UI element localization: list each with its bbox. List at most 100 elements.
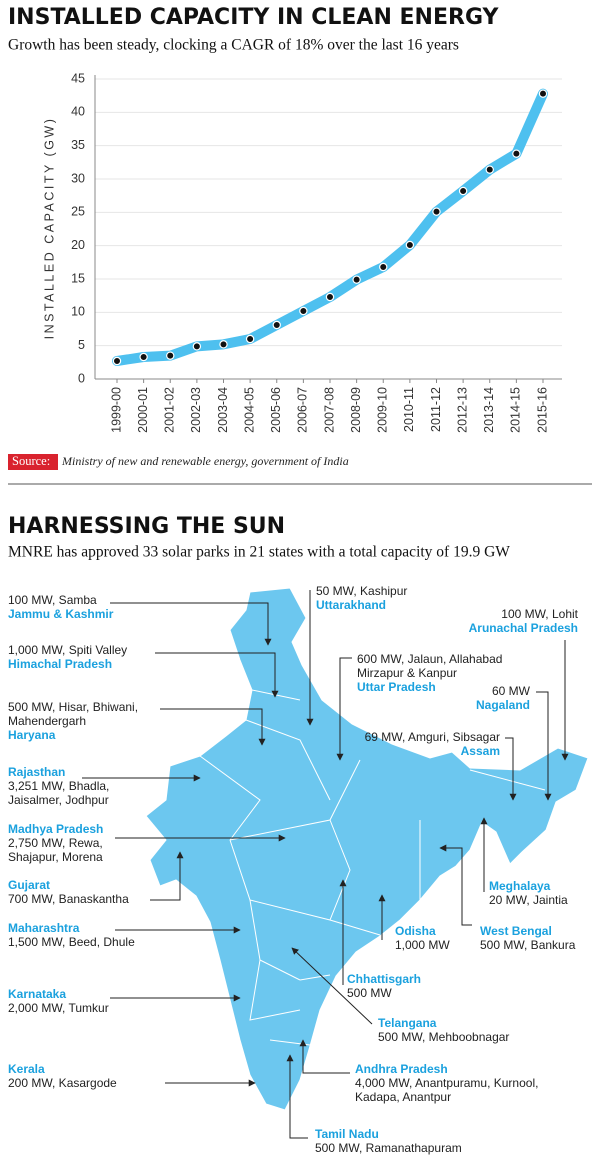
y-tick-label: 15 (71, 271, 85, 285)
y-tick-label: 25 (71, 205, 85, 219)
data-point (245, 334, 255, 344)
park-detail: 500 MW, Hisar, Bhiwani, (8, 700, 138, 714)
y-tick-label: 45 (71, 71, 85, 85)
park-detail: Shajapur, Morena (8, 850, 103, 864)
state-name: Assam (461, 744, 500, 758)
leader-line (286, 1054, 308, 1139)
state-name: Nagaland (476, 698, 530, 712)
state-name: Telangana (378, 1016, 437, 1030)
data-point (352, 275, 361, 284)
leader-line (336, 657, 352, 761)
y-tick-label: 20 (71, 238, 85, 252)
park-detail: 69 MW, Amguri, Sibsagar (365, 730, 500, 744)
chart-title: INSTALLED CAPACITY IN CLEAN ENERGY (8, 5, 500, 30)
park-detail: 4,000 MW, Anantpuramu, Kurnool, (355, 1076, 538, 1090)
data-point (485, 165, 494, 174)
park-detail: 200 MW, Kasargode (8, 1076, 117, 1090)
park-detail: 700 MW, Banaskantha (8, 892, 129, 906)
park-detail: Kadapa, Anantpur (355, 1090, 451, 1104)
park-detail: 1,500 MW, Beed, Dhule (8, 935, 135, 949)
x-tick-label: 1999-00 (109, 387, 123, 433)
leader-line (160, 708, 266, 746)
data-point (192, 342, 202, 351)
park-detail: Jaisalmer, Jodhpur (8, 793, 109, 807)
leader-line (150, 851, 184, 901)
y-axis-label: INSTALLED CAPACITY (GW) (42, 117, 56, 340)
x-tick-label: 2010-11 (402, 387, 416, 432)
park-detail: 100 MW, Lohit (501, 607, 578, 621)
leader-line (536, 691, 552, 801)
data-point (512, 149, 521, 158)
state-name: Gujarat (8, 878, 50, 892)
chart-subtitle: Growth has been steady, clocking a CAGR … (8, 37, 459, 54)
y-tick-label: 5 (78, 338, 85, 352)
park-detail: 1,000 MW, Spiti Valley (8, 643, 127, 657)
data-point (432, 207, 441, 216)
data-line (112, 88, 548, 366)
source-box (8, 454, 58, 470)
park-detail: 1,000 MW (395, 938, 450, 952)
x-tick-label: 2007-08 (322, 387, 336, 433)
state-name: Madhya Pradesh (8, 822, 103, 836)
park-detail: 2,750 MW, Rewa, (8, 836, 103, 850)
leader-line (291, 947, 373, 1025)
leader-line (439, 844, 472, 926)
y-tick-label: 0 (78, 371, 85, 385)
park-detail: 60 MW (492, 684, 531, 698)
x-tick-label: 2003-04 (216, 387, 230, 433)
data-point (166, 351, 175, 360)
park-detail: 500 MW, Ramanathapuram (315, 1141, 462, 1155)
data-point (458, 186, 468, 196)
leader-line (110, 602, 272, 646)
leader-line (505, 737, 517, 801)
park-detail: 600 MW, Jalaun, Allahabad (357, 652, 502, 666)
state-name: Uttar Pradesh (357, 680, 436, 694)
y-tick-label: 35 (71, 138, 85, 152)
x-tick-label: 2002-03 (189, 387, 203, 433)
x-tick-label: 2006-07 (296, 387, 310, 433)
park-detail: 50 MW, Kashipur (316, 584, 407, 598)
park-detail: 2,000 MW, Tumkur (8, 1001, 109, 1015)
x-tick-label: 2008-09 (349, 387, 363, 433)
state-name: Maharashtra (8, 921, 80, 935)
leader-line (299, 1039, 350, 1074)
park-detail: 500 MW, Mehboobnagar (378, 1030, 509, 1044)
state-name: Himachal Pradesh (8, 657, 112, 671)
map-subtitle: MNRE has approved 33 solar parks in 21 s… (8, 544, 510, 561)
state-name: Meghalaya (489, 879, 551, 893)
y-tick-label: 10 (71, 305, 85, 319)
state-name: Kerala (8, 1062, 45, 1076)
data-point (139, 352, 148, 362)
x-tick-label: 2015-16 (535, 387, 549, 433)
state-name: Haryana (8, 728, 56, 742)
x-tick-label: 2001-02 (163, 387, 177, 433)
source-label: Source: (12, 454, 50, 468)
data-point (538, 89, 548, 98)
data-point (405, 240, 415, 250)
park-detail: 100 MW, Samba (8, 593, 97, 607)
x-tick-label: 2013-14 (482, 387, 496, 433)
data-point (219, 340, 228, 349)
park-detail: 20 MW, Jaintia (489, 893, 568, 907)
map-title: HARNESSING THE SUN (8, 514, 285, 539)
state-name: Uttarakhand (316, 598, 386, 612)
x-tick-label: 2014-15 (509, 387, 523, 433)
x-tick-label: 2012-13 (455, 387, 469, 433)
state-name: Tamil Nadu (315, 1127, 379, 1141)
state-name: Jammu & Kashmir (8, 607, 114, 621)
state-name: Rajasthan (8, 765, 65, 779)
y-tick-label: 30 (71, 171, 85, 185)
state-name: Andhra Pradesh (355, 1062, 448, 1076)
x-tick-label: 2004-05 (242, 387, 256, 433)
park-detail: Mahendergarh (8, 714, 86, 728)
leader-line (155, 652, 279, 698)
park-detail: 500 MW, Bankura (480, 938, 576, 952)
y-tick-label: 40 (71, 105, 85, 119)
data-point (379, 262, 388, 272)
data-point (325, 292, 335, 302)
x-tick-label: 2009-10 (376, 387, 390, 433)
state-name: Karnataka (8, 987, 66, 1001)
data-point (299, 306, 308, 316)
x-tick-label: 2011-12 (429, 387, 443, 432)
